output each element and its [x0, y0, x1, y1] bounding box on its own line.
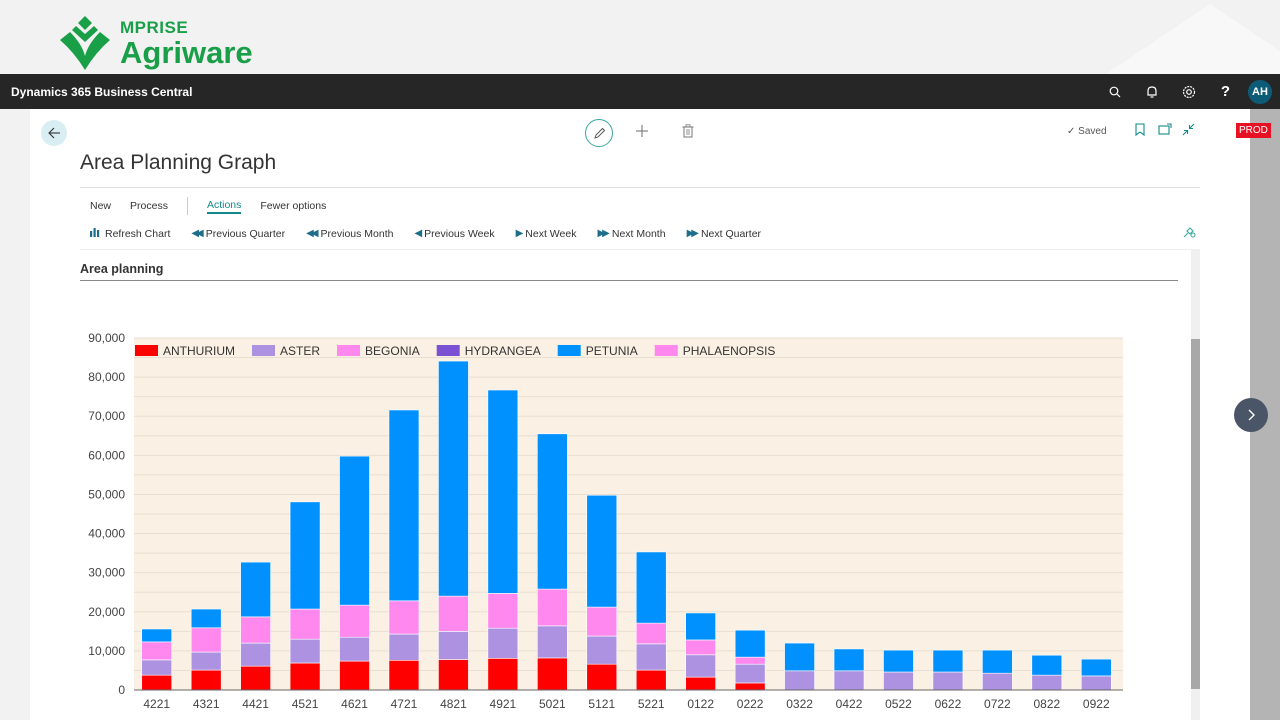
part-top-border	[80, 249, 1200, 250]
delete-button[interactable]	[682, 124, 694, 143]
brand-big: Agriware	[120, 34, 253, 70]
menu-new[interactable]: New	[90, 200, 112, 212]
open-new-window-icon[interactable]	[1158, 123, 1172, 138]
action-label: Previous Month	[320, 227, 394, 240]
left-margin	[0, 109, 30, 720]
menu-fewer-options[interactable]: Fewer options	[260, 200, 327, 212]
next-page-button[interactable]	[1234, 398, 1268, 432]
chevron-right-icon	[1248, 409, 1255, 421]
previous-week-button[interactable]: ◀ Previous Week	[414, 228, 494, 240]
help-icon[interactable]: ?	[1220, 83, 1231, 100]
avatar[interactable]: AH	[1248, 79, 1272, 104]
saved-label: Saved	[1078, 126, 1107, 137]
pin-icon[interactable]	[1183, 225, 1196, 241]
chart-icon	[90, 227, 100, 240]
action-menu: New Process Actions Fewer options	[90, 197, 345, 215]
menu-actions[interactable]: Actions	[206, 199, 242, 214]
action-label: Previous Quarter	[205, 227, 286, 240]
add-button[interactable]	[635, 121, 649, 144]
part-title: Area planning	[80, 262, 164, 276]
environment-badge: PROD	[1236, 123, 1271, 138]
divider	[80, 187, 1200, 188]
page-title: Area Planning Graph	[80, 151, 277, 174]
action-label: Next Week	[525, 227, 577, 240]
next-month-button[interactable]: ▶▶ Next Month	[597, 228, 665, 240]
trash-icon	[682, 124, 694, 138]
saved-status: ✓ Saved	[1067, 126, 1107, 137]
action-label: Refresh Chart	[105, 227, 171, 240]
menu-separator	[186, 197, 188, 215]
back-button[interactable]	[41, 120, 67, 146]
menu-process[interactable]: Process	[130, 200, 168, 212]
double-right-icon: ▶▶	[597, 228, 610, 239]
previous-quarter-button[interactable]: ◀◀ Previous Quarter	[191, 228, 285, 240]
arrow-left-icon	[47, 127, 60, 139]
left-icon: ◀	[414, 228, 422, 239]
next-week-button[interactable]: ▶ Next Week	[516, 228, 577, 240]
gear-icon[interactable]	[1170, 74, 1207, 109]
app-title[interactable]: Dynamics 365 Business Central	[11, 84, 193, 99]
scrollbar-thumb[interactable]	[1191, 339, 1200, 689]
top-nav-bar: Dynamics 365 Business Central ? AH	[0, 74, 1280, 109]
pencil-icon	[593, 127, 605, 139]
double-right-icon: ▶▶	[686, 228, 700, 239]
agriware-logo: MPRISE Agriware	[58, 14, 253, 72]
brand-banner: MPRISE Agriware	[0, 0, 1280, 74]
part-divider	[80, 280, 1178, 281]
action-bar: Refresh Chart ◀◀ Previous Quarter ◀◀ Pre…	[90, 227, 782, 240]
refresh-chart-button[interactable]: Refresh Chart	[90, 227, 170, 240]
collapse-icon[interactable]	[1182, 123, 1195, 139]
bookmark-icon[interactable]	[1135, 123, 1145, 139]
decorative-triangle	[1100, 4, 1280, 74]
double-left-icon: ◀◀	[191, 228, 204, 239]
leaf-logo-icon	[60, 16, 110, 70]
check-icon: ✓	[1067, 126, 1076, 137]
bell-icon[interactable]	[1133, 74, 1170, 109]
brand-small: MPRISE	[120, 17, 189, 37]
action-label: Next Quarter	[700, 227, 762, 240]
right-icon: ▶	[515, 228, 524, 239]
plus-icon	[636, 125, 648, 137]
edit-button[interactable]	[585, 119, 613, 147]
area-planning-part: Area planning	[80, 249, 1200, 720]
search-icon[interactable]	[1096, 74, 1133, 109]
vertical-scrollbar[interactable]	[1191, 249, 1200, 720]
action-label: Next Month	[611, 227, 666, 240]
previous-month-button[interactable]: ◀◀ Previous Month	[306, 228, 393, 240]
page-content: Area Planning Graph ✓ Saved New Process …	[30, 109, 1250, 720]
action-label: Previous Week	[424, 227, 495, 240]
double-left-icon: ◀◀	[306, 228, 319, 239]
next-quarter-button[interactable]: ▶▶ Next Quarter	[687, 228, 762, 240]
